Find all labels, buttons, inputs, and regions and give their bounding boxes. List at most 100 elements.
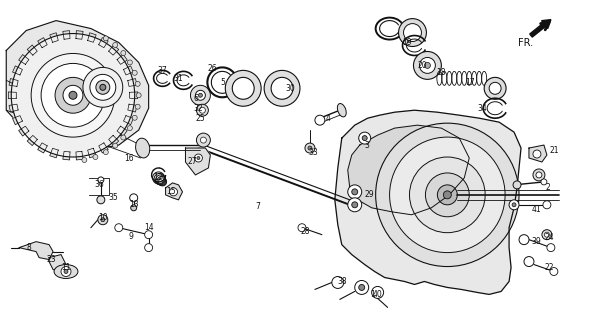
Text: 20: 20 xyxy=(418,61,427,70)
Circle shape xyxy=(131,205,137,211)
Circle shape xyxy=(536,172,542,178)
Text: 22: 22 xyxy=(544,263,553,272)
Text: 3: 3 xyxy=(364,140,369,149)
Circle shape xyxy=(103,36,109,41)
Text: 15: 15 xyxy=(166,188,175,196)
Text: 40: 40 xyxy=(373,290,382,299)
Polygon shape xyxy=(49,255,66,271)
Circle shape xyxy=(64,269,68,274)
Text: 25: 25 xyxy=(196,114,205,123)
Circle shape xyxy=(399,19,427,46)
Text: 4: 4 xyxy=(326,114,330,123)
Text: 39: 39 xyxy=(531,237,541,246)
Text: 37: 37 xyxy=(158,66,168,75)
Circle shape xyxy=(198,93,202,97)
Polygon shape xyxy=(76,31,83,39)
Text: 9: 9 xyxy=(128,232,133,241)
Circle shape xyxy=(437,185,457,205)
Circle shape xyxy=(196,104,208,116)
Polygon shape xyxy=(130,92,137,99)
Text: 7: 7 xyxy=(255,202,261,211)
Text: 5: 5 xyxy=(220,78,225,87)
Ellipse shape xyxy=(337,104,346,117)
Circle shape xyxy=(305,143,315,153)
Text: FR.: FR. xyxy=(519,37,533,47)
Polygon shape xyxy=(123,66,133,75)
Text: 14: 14 xyxy=(144,223,153,232)
Circle shape xyxy=(115,224,123,232)
Text: 36: 36 xyxy=(94,180,104,189)
Circle shape xyxy=(414,52,441,79)
Text: 27: 27 xyxy=(188,157,197,166)
Circle shape xyxy=(83,68,123,107)
Polygon shape xyxy=(99,143,108,153)
Polygon shape xyxy=(166,183,182,200)
Circle shape xyxy=(372,286,384,298)
Circle shape xyxy=(389,137,505,252)
Polygon shape xyxy=(109,135,119,146)
Circle shape xyxy=(69,91,77,99)
Circle shape xyxy=(103,150,109,155)
Circle shape xyxy=(199,107,205,113)
Circle shape xyxy=(425,173,469,217)
Text: 33: 33 xyxy=(308,148,318,156)
Polygon shape xyxy=(50,33,58,42)
Ellipse shape xyxy=(54,265,78,278)
Circle shape xyxy=(264,70,300,106)
Circle shape xyxy=(509,200,519,210)
Text: 31: 31 xyxy=(173,74,183,83)
Polygon shape xyxy=(529,145,547,162)
Polygon shape xyxy=(50,148,58,158)
Polygon shape xyxy=(63,31,70,39)
Circle shape xyxy=(359,132,371,144)
Circle shape xyxy=(352,189,358,195)
Circle shape xyxy=(404,24,421,42)
Circle shape xyxy=(524,257,534,267)
Circle shape xyxy=(55,77,91,113)
Circle shape xyxy=(533,150,541,158)
Polygon shape xyxy=(19,126,29,136)
Circle shape xyxy=(169,188,178,196)
Circle shape xyxy=(135,81,140,86)
Circle shape xyxy=(542,230,552,240)
Circle shape xyxy=(145,231,153,239)
Circle shape xyxy=(113,143,117,148)
Polygon shape xyxy=(12,66,22,75)
Text: 18: 18 xyxy=(437,68,446,77)
Circle shape xyxy=(201,137,206,143)
Polygon shape xyxy=(9,78,18,86)
Polygon shape xyxy=(109,45,119,55)
Circle shape xyxy=(355,280,369,294)
Polygon shape xyxy=(76,151,83,160)
Polygon shape xyxy=(27,135,37,146)
Circle shape xyxy=(96,80,110,94)
Polygon shape xyxy=(88,33,96,42)
Polygon shape xyxy=(99,38,108,48)
Text: 17: 17 xyxy=(466,78,475,87)
Circle shape xyxy=(484,77,506,99)
Circle shape xyxy=(519,235,529,244)
Circle shape xyxy=(424,62,431,68)
Circle shape xyxy=(348,198,362,212)
Circle shape xyxy=(130,194,137,202)
Circle shape xyxy=(513,181,521,189)
Circle shape xyxy=(545,232,549,237)
Text: 10: 10 xyxy=(98,213,107,222)
Circle shape xyxy=(419,58,435,73)
FancyArrow shape xyxy=(530,20,551,37)
Circle shape xyxy=(90,74,116,100)
Text: 11: 11 xyxy=(61,263,71,272)
Circle shape xyxy=(197,156,200,159)
Text: 1: 1 xyxy=(371,290,375,299)
Circle shape xyxy=(132,70,137,75)
Circle shape xyxy=(376,123,519,267)
Polygon shape xyxy=(185,148,211,175)
Circle shape xyxy=(443,191,451,199)
Circle shape xyxy=(352,202,358,208)
Circle shape xyxy=(127,60,132,65)
Circle shape xyxy=(145,244,153,252)
Circle shape xyxy=(191,85,211,105)
Text: 35: 35 xyxy=(108,193,117,202)
Circle shape xyxy=(100,84,106,90)
Circle shape xyxy=(121,51,126,56)
